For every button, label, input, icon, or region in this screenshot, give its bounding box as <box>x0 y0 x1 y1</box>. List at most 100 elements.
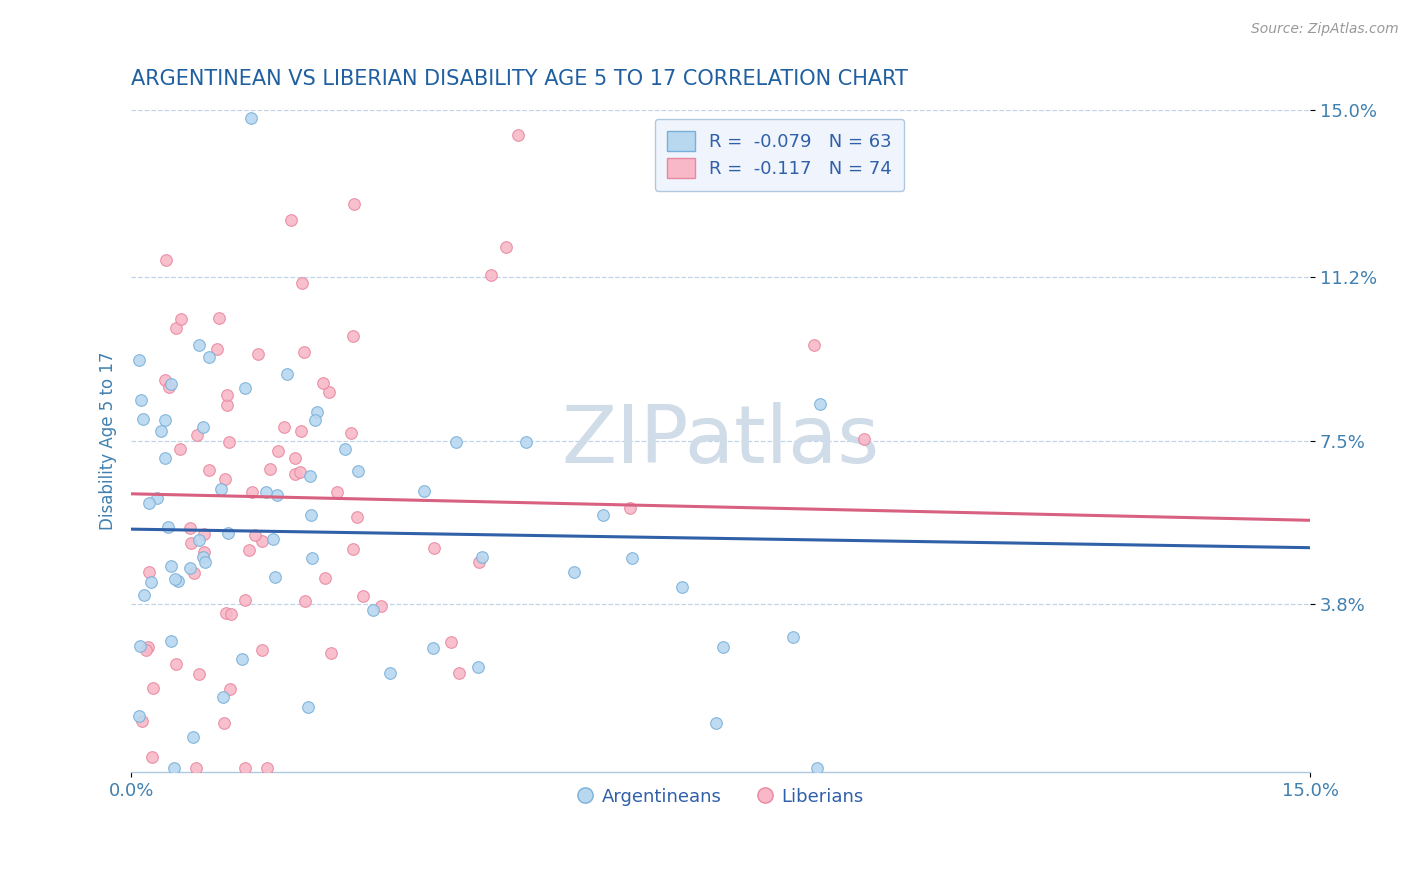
Point <box>361 603 384 617</box>
Point <box>141 575 163 590</box>
Point <box>141 750 163 764</box>
Point <box>444 435 467 450</box>
Point <box>240 484 263 499</box>
Point <box>142 681 165 695</box>
Point <box>153 374 176 388</box>
Point <box>259 461 281 475</box>
Point <box>299 508 322 523</box>
Text: Source: ZipAtlas.com: Source: ZipAtlas.com <box>1251 22 1399 37</box>
Point <box>197 350 219 364</box>
Point <box>217 388 239 402</box>
Point <box>131 714 153 728</box>
Point <box>782 630 804 644</box>
Point <box>217 398 239 412</box>
Point <box>447 665 470 680</box>
Point <box>283 467 305 482</box>
Legend: Argentineans, Liberians: Argentineans, Liberians <box>571 780 870 813</box>
Point <box>179 561 201 575</box>
Point <box>157 380 180 394</box>
Point <box>264 570 287 584</box>
Point <box>183 730 205 744</box>
Point <box>233 593 256 607</box>
Point <box>319 646 342 660</box>
Point <box>806 761 828 775</box>
Point <box>307 405 329 419</box>
Point <box>299 469 322 483</box>
Point <box>284 451 307 466</box>
Point <box>346 464 368 478</box>
Point <box>217 525 239 540</box>
Point <box>326 485 349 500</box>
Point <box>562 565 585 579</box>
Point <box>233 381 256 395</box>
Point <box>467 660 489 674</box>
Point <box>239 112 262 126</box>
Point <box>314 571 336 585</box>
Point <box>156 520 179 534</box>
Point <box>146 491 169 505</box>
Point <box>160 633 183 648</box>
Point <box>413 483 436 498</box>
Point <box>803 338 825 352</box>
Point <box>212 690 235 705</box>
Point <box>256 761 278 775</box>
Text: ARGENTINEAN VS LIBERIAN DISABILITY AGE 5 TO 17 CORRELATION CHART: ARGENTINEAN VS LIBERIAN DISABILITY AGE 5… <box>131 69 908 88</box>
Point <box>515 434 537 449</box>
Point <box>129 393 152 408</box>
Point <box>187 667 209 681</box>
Point <box>852 433 875 447</box>
Point <box>184 761 207 775</box>
Point <box>481 268 503 282</box>
Point <box>619 501 641 516</box>
Point <box>188 338 211 352</box>
Point <box>370 599 392 614</box>
Point <box>138 565 160 579</box>
Point <box>153 450 176 465</box>
Point <box>183 566 205 581</box>
Point <box>262 532 284 546</box>
Point <box>209 482 232 496</box>
Point <box>138 496 160 510</box>
Point <box>704 716 727 731</box>
Point <box>592 508 614 522</box>
Point <box>193 545 215 559</box>
Point <box>186 428 208 442</box>
Point <box>290 424 312 438</box>
Point <box>252 643 274 657</box>
Point <box>352 590 374 604</box>
Point <box>252 534 274 549</box>
Point <box>301 550 323 565</box>
Point <box>179 521 201 535</box>
Point <box>304 413 326 427</box>
Point <box>134 589 156 603</box>
Point <box>208 311 231 326</box>
Point <box>333 442 356 457</box>
Point <box>294 594 316 608</box>
Point <box>165 321 187 335</box>
Point <box>440 635 463 649</box>
Point <box>155 252 177 267</box>
Point <box>136 640 159 655</box>
Point <box>135 642 157 657</box>
Point <box>671 580 693 594</box>
Text: ZIPatlas: ZIPatlas <box>561 401 880 480</box>
Point <box>231 652 253 666</box>
Point <box>273 419 295 434</box>
Point <box>191 420 214 434</box>
Y-axis label: Disability Age 5 to 17: Disability Age 5 to 17 <box>100 351 117 530</box>
Point <box>246 346 269 360</box>
Point <box>212 715 235 730</box>
Point <box>198 463 221 477</box>
Point <box>132 411 155 425</box>
Point <box>292 345 315 359</box>
Point <box>254 485 277 500</box>
Point <box>342 541 364 556</box>
Point <box>153 413 176 427</box>
Point <box>128 352 150 367</box>
Point <box>149 424 172 438</box>
Point <box>280 213 302 227</box>
Point <box>343 196 366 211</box>
Point <box>276 367 298 381</box>
Point <box>214 472 236 486</box>
Point <box>215 607 238 621</box>
